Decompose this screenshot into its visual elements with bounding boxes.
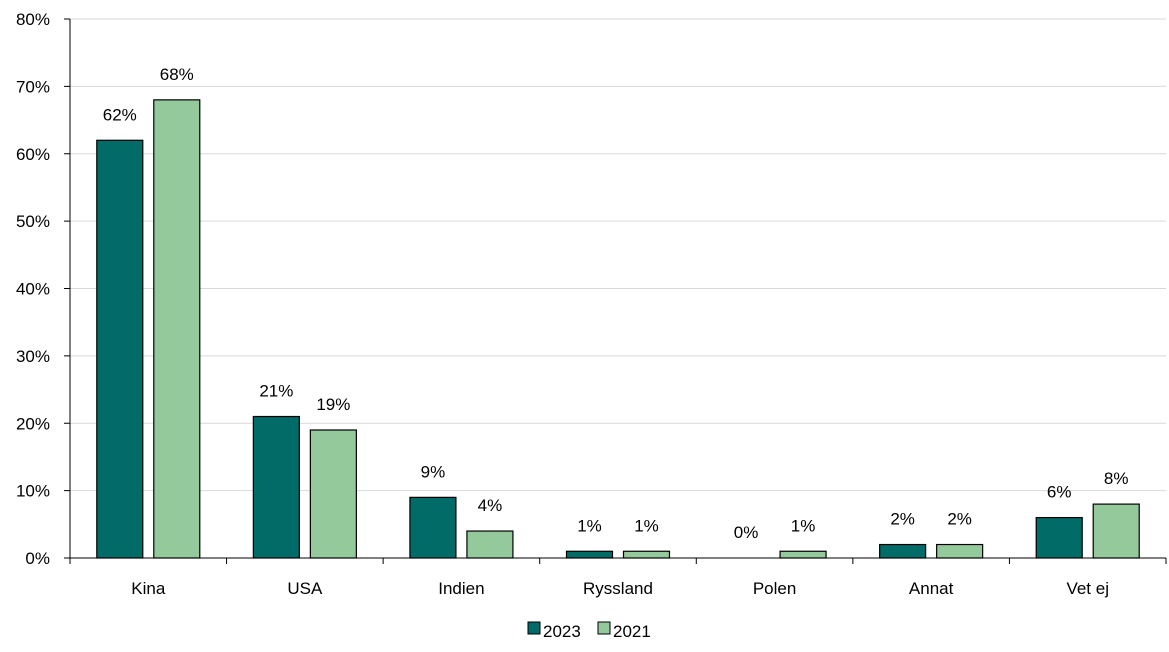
bar-2023-usa — [252, 415, 300, 559]
bar-2021-vet-ej — [1092, 503, 1140, 559]
data-label: 1% — [791, 516, 816, 535]
bar-2021-polen — [779, 550, 827, 559]
data-label: 62% — [103, 105, 137, 124]
x-tick-label: Ryssland — [583, 579, 653, 598]
data-label: 0% — [734, 523, 759, 542]
bar-2023-kina — [96, 139, 144, 559]
y-tick-label: 70% — [16, 77, 50, 96]
bar-2023-ryssland — [565, 550, 614, 559]
data-label: 8% — [1104, 469, 1129, 488]
bar-2023-vet-ej — [1035, 516, 1083, 559]
legend-swatch-2023 — [527, 621, 541, 635]
x-tick-label: Vet ej — [1066, 579, 1109, 598]
gridlines — [70, 18, 1166, 492]
y-tick-label: 60% — [16, 145, 50, 164]
data-label: 6% — [1047, 483, 1072, 502]
data-label: 4% — [478, 496, 503, 515]
data-label: 9% — [421, 462, 446, 481]
y-tick-label: 50% — [16, 212, 50, 231]
legend-label: 2021 — [613, 622, 651, 641]
bars — [96, 99, 1140, 559]
y-tick-label: 20% — [16, 414, 50, 433]
legend: 2023 2021 — [527, 621, 651, 641]
bar-2021-kina — [153, 99, 201, 559]
y-tick-label: 10% — [16, 482, 50, 501]
data-label: 1% — [634, 516, 659, 535]
x-tick-label: Kina — [131, 579, 166, 598]
x-axis-labels: Kina USA Indien Ryssland Polen Annat Vet ej — [69, 558, 1167, 598]
legend-swatch-2021 — [597, 621, 611, 635]
bar-2021-indien — [466, 530, 514, 559]
data-label: 2% — [947, 510, 972, 529]
bar-2023-indien — [409, 496, 457, 559]
data-label: 1% — [577, 516, 602, 535]
data-label: 2% — [890, 510, 915, 529]
data-label: 68% — [160, 65, 194, 84]
bar-2021-ryssland — [622, 550, 671, 559]
y-tick-label: 0% — [25, 549, 50, 568]
data-label: 21% — [259, 382, 293, 401]
data-labels: 62% 68% 21% 19% 9% 4% 1% 1% 0% 1% 2% 2% 6% 8% — [103, 65, 1129, 542]
y-tick-label: 30% — [16, 347, 50, 366]
bar-2021-annat — [936, 543, 984, 559]
data-label: 19% — [316, 395, 350, 414]
legend-label: 2023 — [543, 622, 581, 641]
x-tick-label: Polen — [753, 579, 796, 598]
y-tick-label: 80% — [16, 10, 50, 29]
y-tick-label: 40% — [16, 280, 50, 299]
y-axis-ticks: 0% 10% 20% 30% 40% 50% 60% 70% 80% — [16, 10, 70, 568]
x-tick-label: Annat — [909, 579, 954, 598]
bar-2021-usa — [309, 429, 357, 559]
x-tick-label: Indien — [438, 579, 484, 598]
bar-2023-annat — [879, 543, 927, 559]
x-tick-label: USA — [287, 579, 323, 598]
